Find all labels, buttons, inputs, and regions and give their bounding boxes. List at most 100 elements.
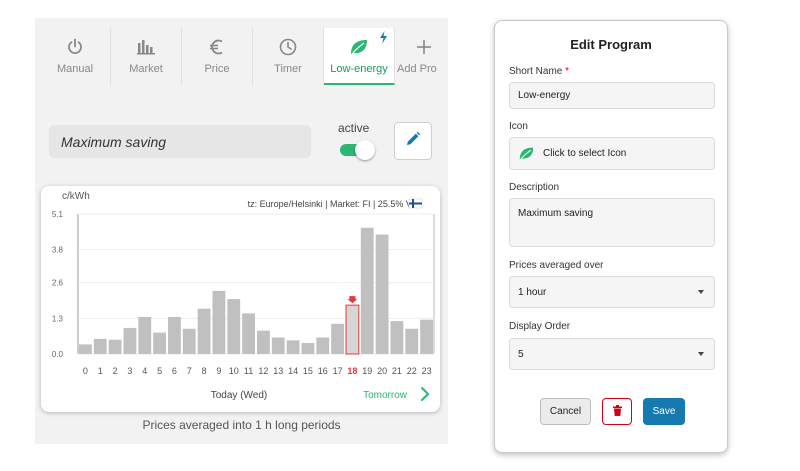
price-chart: c/kWh tz: Europe/Helsinki | Market: FI | … — [52, 191, 435, 401]
price-bar — [331, 323, 344, 354]
price-bar — [227, 299, 241, 354]
current-hour-arrow-icon — [347, 296, 358, 304]
x-tick-label: 20 — [377, 366, 387, 376]
price-bar — [93, 338, 107, 354]
x-tick-label: 8 — [202, 366, 207, 376]
power-icon — [64, 37, 86, 57]
price-bar — [345, 304, 360, 355]
tab-label: Add Pro — [397, 63, 437, 75]
prices-averaged-select[interactable]: 1 hour — [509, 276, 715, 308]
price-bar — [405, 328, 419, 354]
toggle-knob — [355, 140, 375, 160]
tab-timer[interactable]: Timer — [253, 28, 324, 85]
x-tick-label: 0 — [83, 366, 88, 376]
lightning-icon — [379, 31, 388, 47]
x-tick-label: 18 — [347, 366, 357, 376]
icon-label: Icon — [509, 121, 528, 132]
x-tick-label: 13 — [273, 366, 283, 376]
edit-button[interactable] — [394, 122, 432, 160]
description-textarea[interactable]: Maximum saving — [509, 198, 715, 247]
price-bar — [316, 337, 330, 354]
required-mark: * — [565, 66, 570, 77]
chart-unit-label: c/kWh — [62, 191, 90, 202]
price-bar — [197, 308, 211, 354]
active-label: active — [338, 121, 370, 135]
tab-label: Market — [129, 63, 163, 75]
select-value: 5 — [518, 348, 524, 360]
x-tick-label: 16 — [318, 366, 328, 376]
trash-icon — [612, 404, 622, 419]
tab-label: Price — [204, 63, 230, 75]
program-panel: Manual Market Price Timer — [35, 18, 448, 444]
finland-flag-cross — [409, 202, 422, 205]
save-button[interactable]: Save — [643, 398, 685, 425]
x-tick-label: 4 — [142, 366, 147, 376]
tab-manual[interactable]: Manual — [40, 28, 111, 85]
price-bar — [108, 339, 122, 354]
x-tick-label: 12 — [258, 366, 268, 376]
x-tick-label: 10 — [229, 366, 239, 376]
price-bar — [257, 330, 270, 354]
x-tick-label: 14 — [288, 366, 298, 376]
y-tick-label: 1.3 — [52, 314, 64, 323]
price-bar — [138, 316, 152, 354]
price-bar — [242, 313, 255, 354]
price-bar — [375, 234, 389, 354]
price-bar — [420, 319, 433, 354]
pencil-icon — [405, 131, 421, 152]
y-tick-label: 3.8 — [52, 246, 64, 255]
price-bar — [212, 290, 226, 354]
euro-icon — [206, 37, 228, 57]
program-name-field[interactable]: Maximum saving — [49, 125, 311, 158]
y-tick-label: 5.1 — [52, 210, 64, 219]
chart-xlabel: Today (Wed) — [211, 390, 268, 401]
x-tick-label: 15 — [303, 366, 313, 376]
short-name-label: Short Name * — [509, 66, 570, 77]
active-toggle[interactable] — [340, 140, 375, 160]
short-name-input[interactable]: Low-energy — [509, 82, 715, 109]
price-bar — [301, 343, 315, 354]
plus-icon — [413, 37, 435, 57]
description-label: Description — [509, 182, 560, 193]
x-tick-label: 11 — [244, 366, 253, 376]
price-bar — [271, 337, 285, 354]
select-value: 1 hour — [518, 286, 547, 298]
dropdown-caret-icon — [698, 352, 704, 356]
x-tick-label: 22 — [407, 366, 417, 376]
cancel-button[interactable]: Cancel — [540, 398, 591, 425]
x-tick-label: 6 — [172, 366, 177, 376]
x-tick-label: 9 — [216, 366, 221, 376]
price-bar — [360, 227, 374, 354]
averaging-note: Prices averaged into 1 h long periods — [142, 418, 341, 432]
leaf-icon — [518, 146, 535, 161]
tab-add-program[interactable]: Add Pro — [395, 28, 443, 85]
prices-averaged-label: Prices averaged over — [509, 260, 604, 271]
x-tick-label: 17 — [333, 366, 343, 376]
price-bar — [79, 344, 92, 354]
x-tick-label: 5 — [157, 366, 162, 376]
edit-program-dialog: Edit Program Short Name * Low-energy Ico… — [494, 20, 728, 453]
x-tick-label: 7 — [187, 366, 192, 376]
display-order-select[interactable]: 5 — [509, 338, 715, 370]
chart-info-text: tz: Europe/Helsinki | Market: FI | 25.5%… — [248, 199, 423, 209]
tab-price[interactable]: Price — [182, 28, 253, 85]
tomorrow-link: Tomorrow — [363, 390, 408, 401]
delete-button[interactable] — [602, 398, 632, 425]
price-bar — [182, 328, 196, 354]
price-chart-card: c/kWh tz: Europe/Helsinki | Market: FI | … — [41, 186, 440, 412]
tab-low-energy[interactable]: Low-energy — [324, 28, 395, 85]
x-tick-label: 1 — [98, 366, 103, 376]
tab-bar: Manual Market Price Timer — [40, 28, 443, 85]
chevron-right-icon — [421, 387, 429, 401]
y-tick-label: 2.6 — [52, 279, 64, 288]
dropdown-caret-icon — [698, 290, 704, 294]
price-bar — [168, 316, 181, 354]
price-bar — [123, 327, 137, 354]
y-tick-label: 0.0 — [52, 350, 64, 359]
icon-selector[interactable]: Click to select Icon — [509, 137, 715, 170]
display-order-label: Display Order — [509, 321, 571, 332]
price-bar — [153, 332, 166, 354]
tab-market[interactable]: Market — [111, 28, 182, 85]
clock-icon — [277, 37, 299, 57]
